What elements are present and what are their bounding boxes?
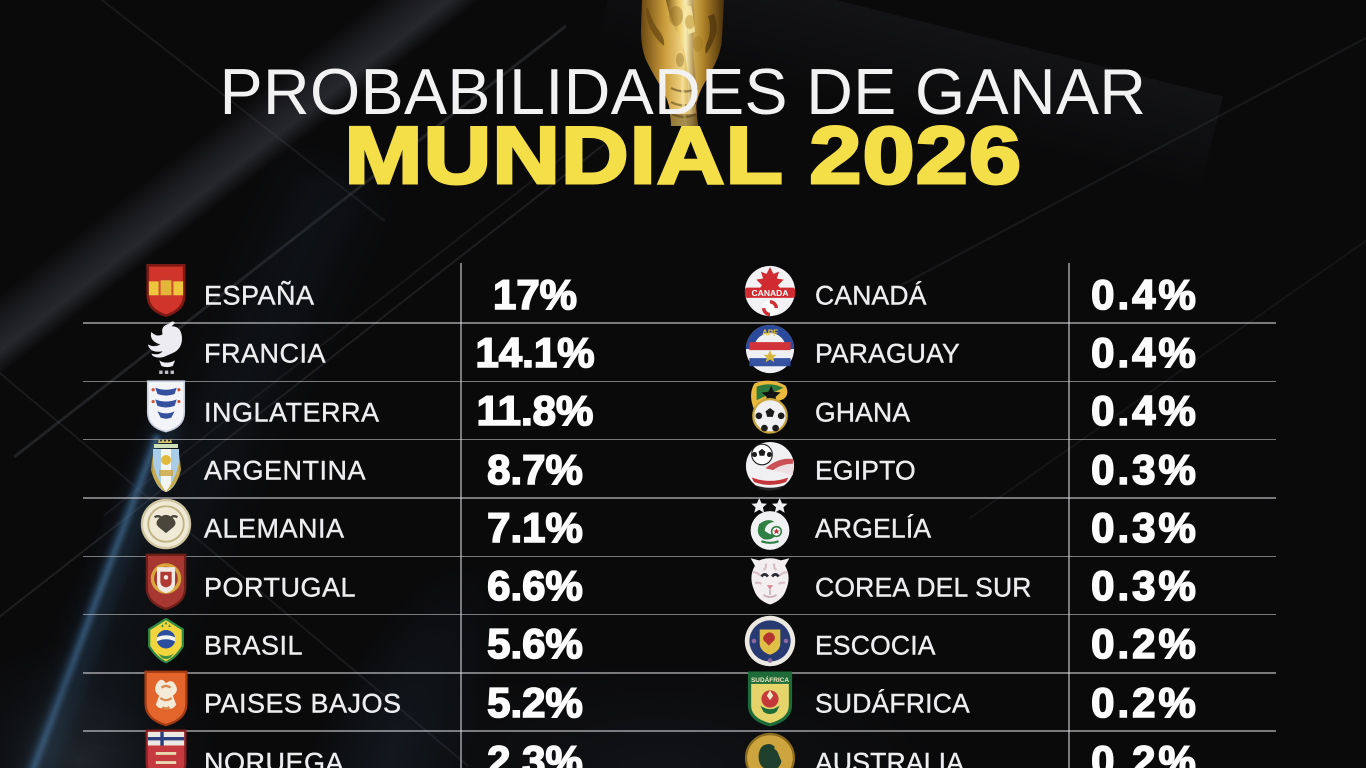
svg-text:APF: APF [762,329,778,338]
svg-text:SUDÁFRICA: SUDÁFRICA [751,675,789,684]
svg-text:CANADA: CANADA [751,288,788,298]
